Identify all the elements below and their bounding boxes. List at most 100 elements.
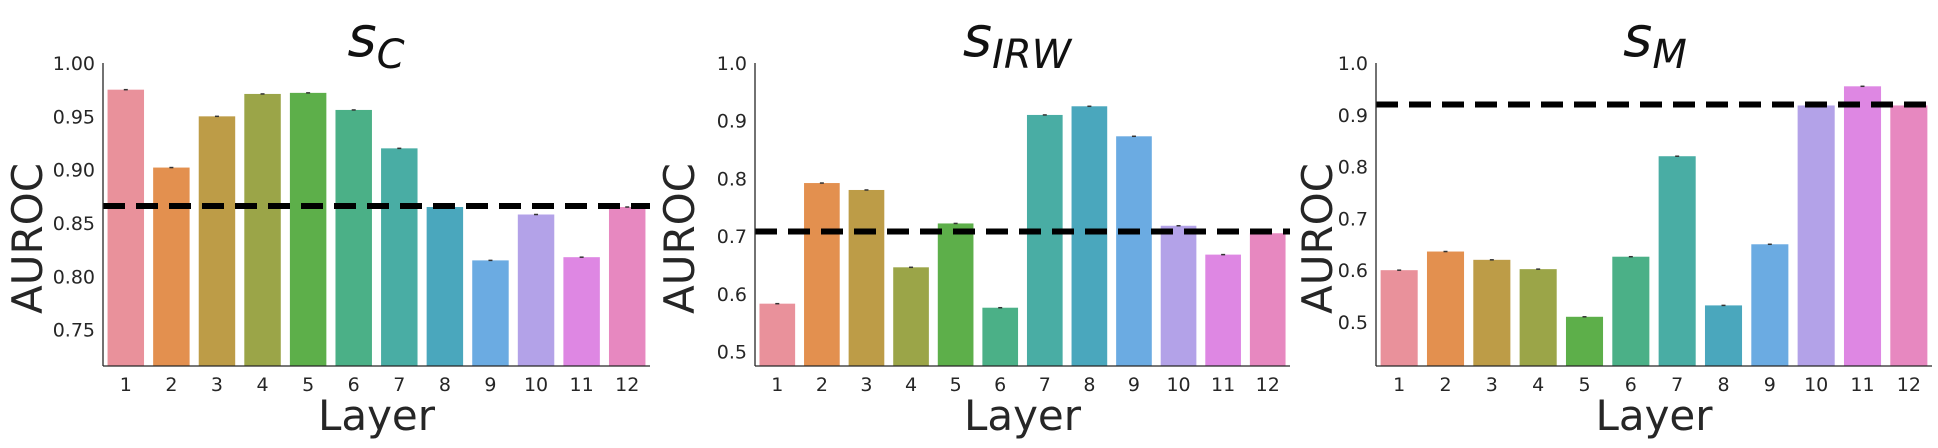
bar-layer-10: [517, 214, 555, 366]
x-tick-label: 1: [120, 374, 132, 396]
bar-layer-7: [1026, 114, 1063, 366]
y-axis-label: AUROC: [3, 163, 52, 314]
x-tick-label: 2: [165, 374, 177, 396]
x-tick-label: 9: [1128, 374, 1140, 396]
x-tick-label: 7: [1671, 374, 1683, 396]
bar-layer-6: [1612, 256, 1650, 366]
bar-layer-7: [381, 148, 418, 366]
chart-title-main: s: [1623, 5, 1652, 70]
y-tick-label: 0.6: [717, 284, 747, 306]
y-tick-label: 0.85: [53, 213, 95, 235]
y-tick-label: 0.5: [717, 342, 747, 364]
bar-layer-5: [289, 92, 327, 367]
x-tick-label: 5: [1578, 374, 1590, 396]
x-tick-label: 9: [1764, 374, 1776, 396]
chart-title-subscript: C: [377, 32, 405, 78]
chart-panel-3: 1 2 3 4 5 6 7 8 9 10 11 120.50.60.70.80.91.0 sMLayer…: [1293, 5, 1932, 440]
x-tick-label: 4: [905, 374, 917, 396]
y-tick-label: 0.75: [53, 320, 95, 342]
bar-layer-12: [1249, 233, 1286, 366]
bar-layer-12: [608, 207, 646, 366]
x-tick-label: 10: [1804, 374, 1828, 396]
y-tick-label: 0.8: [1338, 157, 1368, 179]
y-tick-label: 0.7: [1338, 208, 1368, 230]
chart-title-subscript: M: [1652, 32, 1687, 78]
x-tick-label: 12: [1897, 374, 1921, 396]
x-tick-label: 8: [1717, 374, 1729, 396]
bar-layer-1: [1380, 270, 1418, 366]
y-tick-label: 0.9: [1338, 105, 1368, 127]
x-axis-label: Layer: [964, 391, 1082, 440]
bar-layer-10: [1160, 225, 1197, 366]
bar-layer-2: [153, 167, 190, 366]
x-tick-label: 12: [615, 374, 639, 396]
bar-layer-11: [1843, 86, 1882, 366]
bar-layer-11: [563, 257, 600, 366]
bar-layer-2: [1426, 251, 1465, 366]
x-tick-label: 6: [1625, 374, 1637, 396]
y-tick-label: 0.90: [53, 160, 95, 182]
y-tick-label: 0.80: [53, 266, 95, 288]
bar-layer-9: [472, 260, 509, 366]
x-tick-label: 11: [570, 374, 594, 396]
bar-layer-6: [982, 307, 1019, 366]
y-tick-label: 1.0: [1338, 53, 1368, 75]
x-tick-label: 3: [860, 374, 872, 396]
x-tick-label: 6: [994, 374, 1006, 396]
x-tick-label: 4: [1532, 374, 1544, 396]
x-tick-label: 7: [393, 374, 405, 396]
y-axis-label: AUROC: [655, 163, 704, 314]
x-tick-label: 7: [1039, 374, 1051, 396]
y-tick-label: 0.8: [717, 168, 747, 190]
chart-panel-2: 1 2 3 4 5 6 7 8 9 10 11 120.50.60.70.80.91.0 sIRWLay…: [655, 5, 1290, 440]
x-tick-label: 1: [1393, 374, 1405, 396]
chart-panel-1: 1 2 3 4 5 6 7 8 9 10 11 120.750.800.850.900.951.00 s…: [3, 5, 650, 440]
bar-layer-8: [1704, 305, 1743, 366]
bar-layer-3: [1473, 259, 1511, 366]
y-tick-label: 1.00: [53, 53, 95, 75]
bar-layer-1: [759, 303, 796, 366]
x-tick-label: 5: [950, 374, 962, 396]
x-tick-label: 2: [1439, 374, 1451, 396]
x-tick-label: 2: [816, 374, 828, 396]
x-axis-label: Layer: [1595, 391, 1713, 440]
x-tick-label: 11: [1850, 374, 1874, 396]
x-tick-label: 1: [771, 374, 783, 396]
bar-layer-7: [1658, 156, 1696, 366]
bar-layer-4: [1519, 269, 1557, 366]
chart-title: sM: [1623, 5, 1687, 78]
bar-layer-10: [1797, 105, 1835, 366]
x-tick-label: 11: [1211, 374, 1235, 396]
bar-layer-9: [1751, 244, 1789, 366]
bar-layer-5: [937, 223, 974, 366]
y-tick-label: 0.95: [53, 106, 95, 128]
chart-title: sIRW: [963, 5, 1073, 78]
bar-layer-3: [848, 189, 885, 366]
bar-layer-4: [244, 93, 281, 366]
x-tick-label: 8: [439, 374, 451, 396]
x-tick-label: 10: [524, 374, 548, 396]
y-tick-label: 0.6: [1338, 260, 1368, 282]
x-tick-label: 6: [348, 374, 360, 396]
bar-layer-1: [107, 89, 145, 367]
x-tick-label: 8: [1083, 374, 1095, 396]
x-tick-label: 9: [484, 374, 496, 396]
chart-title-subscript: IRW: [992, 32, 1073, 78]
bar-layer-6: [335, 109, 372, 366]
bar-layer-8: [426, 207, 464, 366]
x-tick-label: 3: [1486, 374, 1498, 396]
x-axis-label: Layer: [318, 391, 436, 440]
y-tick-label: 0.9: [717, 111, 747, 133]
x-tick-label: 4: [256, 374, 268, 396]
x-tick-label: 5: [302, 374, 314, 396]
bar-layer-8: [1071, 106, 1108, 366]
bar-layer-4: [893, 267, 929, 366]
bar-layer-2: [804, 183, 840, 366]
bar-layer-5: [1565, 316, 1604, 366]
y-tick-label: 0.5: [1338, 312, 1368, 334]
x-tick-label: 3: [211, 374, 223, 396]
y-tick-label: 0.7: [717, 226, 747, 248]
x-tick-label: 10: [1166, 374, 1190, 396]
bar-layer-12: [1890, 105, 1928, 366]
